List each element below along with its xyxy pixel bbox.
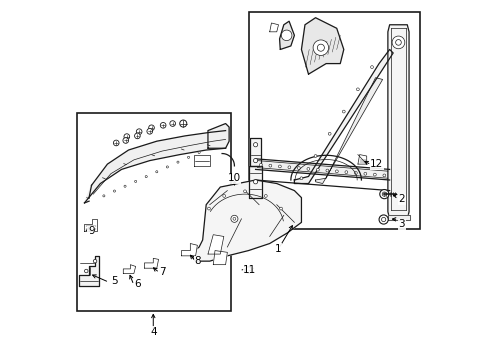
Circle shape [317, 168, 319, 171]
Circle shape [328, 132, 331, 135]
Polygon shape [84, 219, 97, 231]
Polygon shape [84, 131, 225, 203]
Polygon shape [123, 265, 136, 274]
Circle shape [260, 163, 262, 166]
Circle shape [280, 207, 282, 210]
Circle shape [343, 110, 345, 113]
Text: 8: 8 [194, 256, 201, 266]
Text: 1: 1 [275, 244, 282, 254]
Polygon shape [181, 243, 197, 256]
Circle shape [84, 269, 88, 273]
Circle shape [170, 121, 175, 126]
Text: 7: 7 [159, 267, 166, 277]
Circle shape [370, 66, 373, 68]
Circle shape [326, 169, 329, 172]
Circle shape [297, 167, 300, 170]
Polygon shape [208, 235, 224, 254]
Polygon shape [270, 23, 278, 32]
Circle shape [180, 120, 187, 127]
Circle shape [354, 172, 357, 174]
Circle shape [124, 185, 126, 187]
Polygon shape [388, 25, 409, 219]
Polygon shape [145, 258, 159, 268]
Text: 9: 9 [88, 226, 95, 236]
Circle shape [395, 40, 401, 45]
Circle shape [265, 194, 267, 197]
Polygon shape [256, 159, 390, 180]
Text: 10: 10 [228, 173, 241, 183]
Text: 2: 2 [398, 194, 405, 204]
Circle shape [147, 129, 152, 134]
Circle shape [113, 190, 116, 192]
Circle shape [313, 40, 329, 55]
Circle shape [188, 156, 190, 158]
Polygon shape [194, 155, 210, 166]
Circle shape [379, 215, 388, 224]
Polygon shape [316, 78, 383, 184]
Text: 5: 5 [111, 275, 118, 285]
Polygon shape [388, 215, 410, 220]
Circle shape [166, 166, 169, 168]
Polygon shape [280, 21, 294, 49]
Circle shape [307, 167, 310, 170]
Circle shape [103, 195, 105, 197]
Circle shape [392, 36, 405, 49]
Circle shape [383, 174, 386, 177]
Circle shape [314, 154, 317, 157]
Circle shape [233, 217, 236, 220]
Circle shape [278, 165, 281, 168]
Circle shape [345, 171, 348, 174]
Circle shape [177, 161, 179, 163]
Circle shape [231, 215, 238, 222]
Circle shape [380, 189, 389, 199]
Circle shape [136, 129, 142, 135]
Text: 12: 12 [370, 159, 384, 169]
Circle shape [113, 140, 119, 146]
Circle shape [382, 192, 387, 196]
Polygon shape [301, 18, 344, 74]
Circle shape [156, 171, 158, 173]
Polygon shape [190, 180, 301, 261]
Polygon shape [249, 166, 262, 198]
Polygon shape [213, 251, 227, 265]
Circle shape [208, 207, 210, 210]
Circle shape [336, 170, 338, 173]
Polygon shape [358, 154, 367, 164]
Circle shape [148, 125, 154, 131]
Circle shape [288, 166, 291, 169]
Circle shape [382, 217, 386, 222]
Text: 6: 6 [134, 279, 141, 289]
Bar [248, 13, 419, 229]
Circle shape [253, 158, 258, 163]
Polygon shape [208, 123, 229, 148]
Circle shape [135, 180, 137, 183]
Circle shape [281, 30, 292, 41]
Circle shape [318, 44, 324, 51]
Circle shape [269, 164, 272, 167]
Circle shape [123, 138, 128, 143]
Circle shape [135, 133, 140, 139]
Polygon shape [250, 138, 261, 166]
Circle shape [253, 180, 258, 184]
Circle shape [198, 152, 200, 154]
Circle shape [223, 194, 225, 197]
Circle shape [93, 259, 97, 263]
Circle shape [124, 134, 130, 139]
Circle shape [160, 122, 166, 128]
Circle shape [245, 267, 252, 273]
Circle shape [253, 143, 258, 147]
Circle shape [244, 190, 246, 193]
Polygon shape [294, 49, 393, 184]
Circle shape [364, 172, 367, 175]
Text: 4: 4 [150, 327, 157, 337]
Text: 11: 11 [243, 265, 256, 275]
Circle shape [373, 173, 376, 176]
Bar [77, 113, 231, 311]
Polygon shape [79, 256, 98, 286]
Circle shape [357, 88, 359, 91]
Circle shape [300, 177, 303, 180]
Circle shape [145, 176, 147, 177]
Text: 3: 3 [398, 219, 405, 229]
